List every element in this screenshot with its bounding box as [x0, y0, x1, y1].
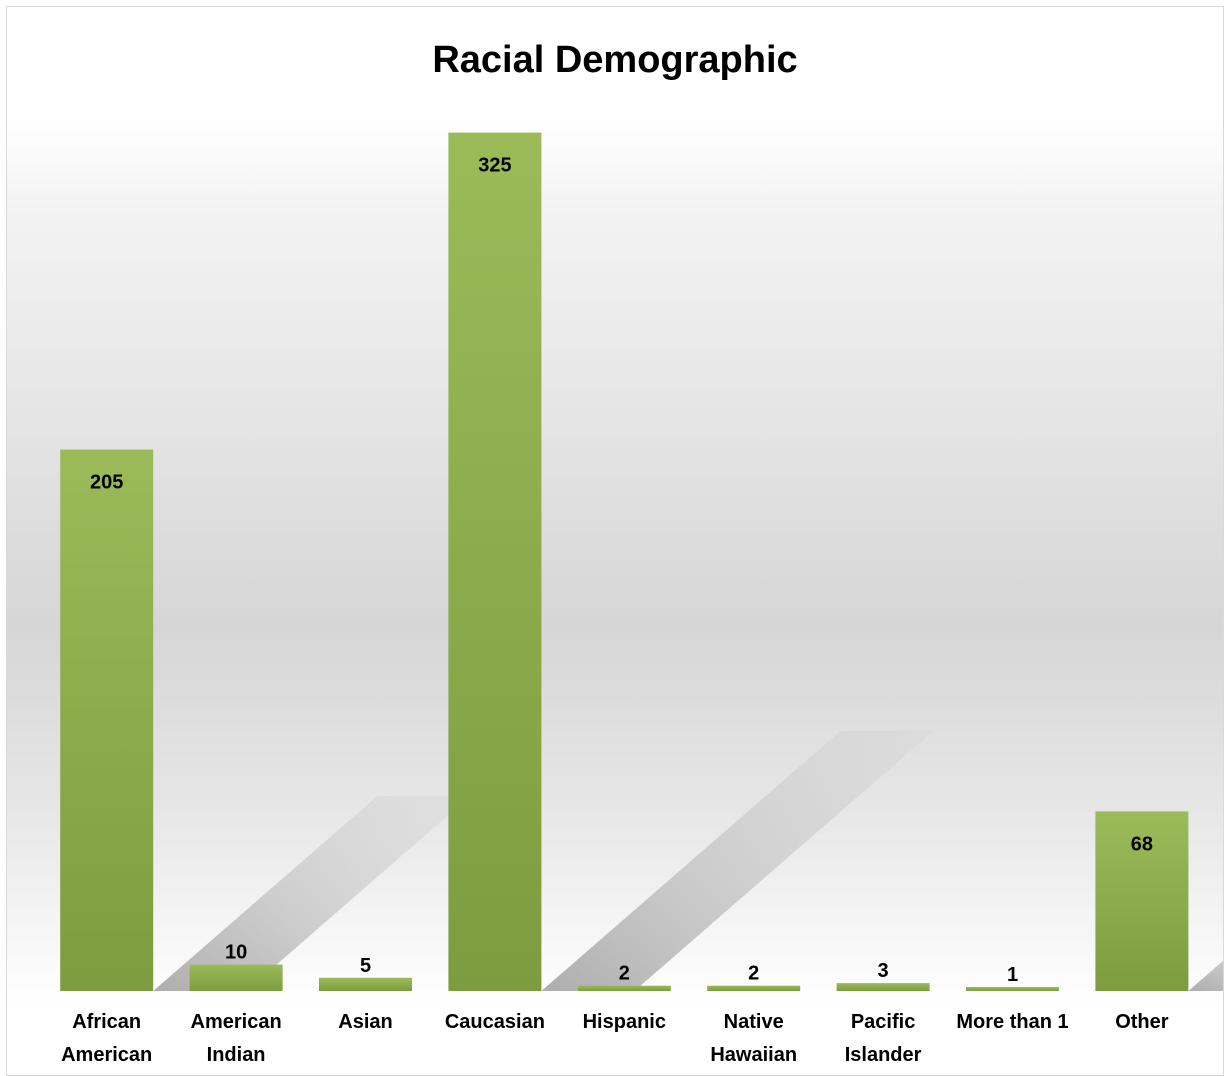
data-label: 68: [1131, 833, 1153, 855]
bar: [966, 987, 1059, 991]
category-label: American: [191, 1011, 282, 1033]
bar: [448, 132, 542, 992]
data-label: 325: [478, 155, 511, 177]
chart-area: Racial Demographic 205 10 5 325 2 2 3 1 68 Afric…: [6, 6, 1224, 1076]
bar: [1095, 811, 1189, 991]
bar: [577, 985, 671, 991]
data-label: 2: [748, 963, 759, 985]
bar-shadow: [1188, 960, 1223, 991]
data-labels: 205 10 5 325 2 2 3 1 68: [90, 155, 1153, 986]
bar: [319, 977, 412, 991]
category-label: American: [61, 1044, 152, 1066]
category-label: Native: [724, 1011, 784, 1033]
bar-shadow: [153, 796, 471, 991]
category-label: Hispanic: [583, 1011, 666, 1033]
category-label: Other: [1115, 1011, 1169, 1033]
category-label: Islander: [845, 1044, 922, 1066]
bar: [836, 983, 930, 991]
bar-shadow: [541, 731, 934, 991]
chart-title: Racial Demographic: [432, 39, 798, 81]
bar-shadows: [153, 731, 1223, 991]
bar-chart: 205 10 5 325 2 2 3 1 68 African American American I…: [60, 132, 1223, 1066]
category-label: Caucasian: [445, 1011, 545, 1033]
category-label: Pacific: [851, 1011, 915, 1033]
bar: [60, 449, 154, 992]
category-label: African: [72, 1011, 141, 1033]
data-label: 5: [360, 955, 371, 977]
data-label: 2: [619, 963, 630, 985]
data-label: 1: [1007, 964, 1018, 986]
data-label: 3: [878, 960, 889, 982]
bars: [60, 132, 1189, 992]
data-label: 205: [90, 472, 123, 494]
bar: [189, 964, 283, 991]
category-label: Hawaiian: [710, 1044, 797, 1066]
bar: [707, 985, 801, 991]
category-label: Indian: [207, 1044, 266, 1066]
category-label: Asian: [338, 1011, 392, 1033]
category-label: More than 1: [956, 1011, 1068, 1033]
category-labels: African American American Indian Asian Caucas…: [61, 1011, 1169, 1066]
data-label: 10: [225, 942, 247, 964]
